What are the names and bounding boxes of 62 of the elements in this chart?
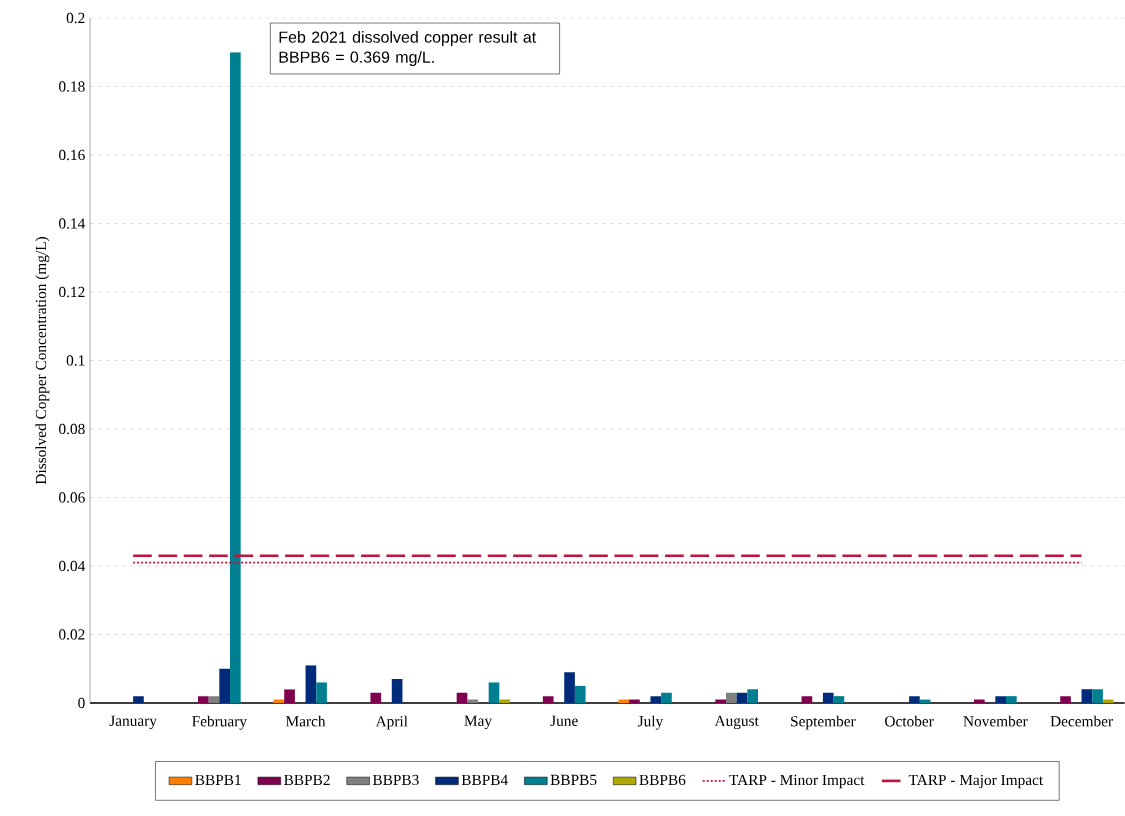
y-tick-label: 0.18 [59,81,85,92]
y-axis-title: Dissolved Copper Concentration (mg/L) [35,237,50,485]
y-tick-label: 0 [78,697,85,709]
bar [574,685,586,703]
x-tick-label: August [714,715,759,730]
y-tick-label: 0.08 [59,423,85,435]
bar [219,668,230,703]
bar [198,696,209,703]
x-tick-label: September [791,715,856,730]
bar [370,692,382,703]
bar [661,692,672,703]
bar [456,692,468,703]
bar [391,679,403,703]
bar [995,696,1006,703]
bar [1092,689,1103,703]
bar [208,696,220,703]
bar [488,682,500,703]
bar [1081,689,1093,703]
y-tick-label: 0.2 [66,12,85,24]
x-tick-label: January [109,715,157,730]
legend-label: TARP - Minor Impact [729,774,865,789]
bar [833,696,845,703]
y-tick-label: 0.1 [66,355,85,366]
bar [1006,696,1017,703]
bar [909,696,920,703]
x-tick-label: April [375,715,408,730]
y-tick-label: 0.02 [59,629,85,640]
x-tick-label: March [285,715,326,727]
x-tick-label: July [637,715,664,730]
bar [650,696,662,703]
bar [316,682,327,703]
y-tick-label: 0.04 [59,560,86,572]
x-tick-label: February [192,715,247,730]
x-tick-label: June [550,715,578,726]
y-tick-label: 0.12 [59,286,85,298]
annotation: Feb 2021 dissolved copper result at BBPB6 = 0.369 mg/L. [279,31,537,66]
bar [736,692,748,703]
bar [726,692,737,703]
legend-label: TARP - Major Impact [908,774,1044,789]
x-tick-label: May [464,715,492,730]
y-tick-label: 0.14 [59,218,86,229]
y-tick-label: 0.16 [59,149,85,161]
bar [284,689,295,703]
bar [747,689,758,703]
bar [305,665,317,703]
bar [230,52,241,703]
y-tick-label: 0.06 [59,492,85,503]
legend-label: BBPB5 [550,774,597,786]
x-tick-label: November [963,715,1028,727]
x-tick-label: October [885,715,934,727]
bar [542,696,554,703]
bar [133,696,144,703]
bar [1060,696,1071,703]
bar [822,692,834,703]
legend-label: BBPB6 [639,774,686,786]
legend-label: BBPB4 [461,774,508,785]
legend-label: BBPB1 [195,774,241,785]
x-tick-label: December [1050,715,1113,727]
legend-label: BBPB3 [372,774,419,786]
bar [564,672,575,703]
legend-label: BBPB2 [284,774,330,786]
bar [801,696,813,703]
